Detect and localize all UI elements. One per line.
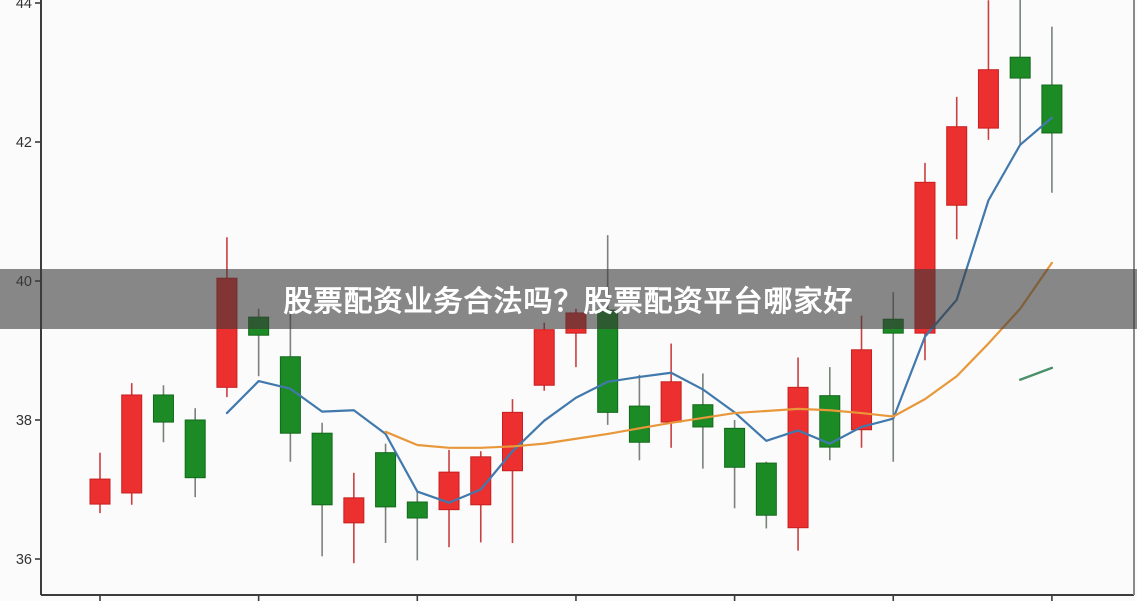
candle-body <box>343 497 365 524</box>
candle-body <box>946 126 968 206</box>
candle-body <box>121 394 143 494</box>
candle-body <box>533 329 555 386</box>
candle-body <box>1041 84 1063 134</box>
candle-body <box>787 386 809 529</box>
candle-body <box>1009 56 1031 79</box>
candle-body <box>375 452 397 508</box>
ma10-line <box>384 261 1054 449</box>
headline-text: 股票配资业务合法吗？股票配资平台哪家好 <box>283 286 854 318</box>
y-tick-label: 42 <box>16 135 32 151</box>
candle-body <box>184 419 206 479</box>
y-tick-label: 44 <box>16 0 32 12</box>
ma-green-segment <box>1018 366 1054 381</box>
candle-body <box>977 69 999 129</box>
candle-body <box>152 394 174 423</box>
ma5-line <box>225 116 1054 504</box>
candle-body <box>501 411 523 472</box>
candle-body <box>819 395 841 448</box>
candle-body <box>724 427 746 468</box>
candle-body <box>660 381 682 423</box>
y-tick-label: 38 <box>16 413 32 429</box>
candle-body <box>628 405 650 443</box>
candle-body <box>311 432 333 506</box>
candle-body <box>755 462 777 516</box>
candle-body <box>89 478 111 505</box>
candle-body <box>851 349 873 431</box>
headline-banner: 股票配资业务合法吗？股票配资平台哪家好 <box>0 269 1137 329</box>
candle-body <box>406 501 428 519</box>
candle-body <box>438 471 460 511</box>
y-tick-label: 36 <box>16 552 32 568</box>
candle-body <box>470 456 492 506</box>
